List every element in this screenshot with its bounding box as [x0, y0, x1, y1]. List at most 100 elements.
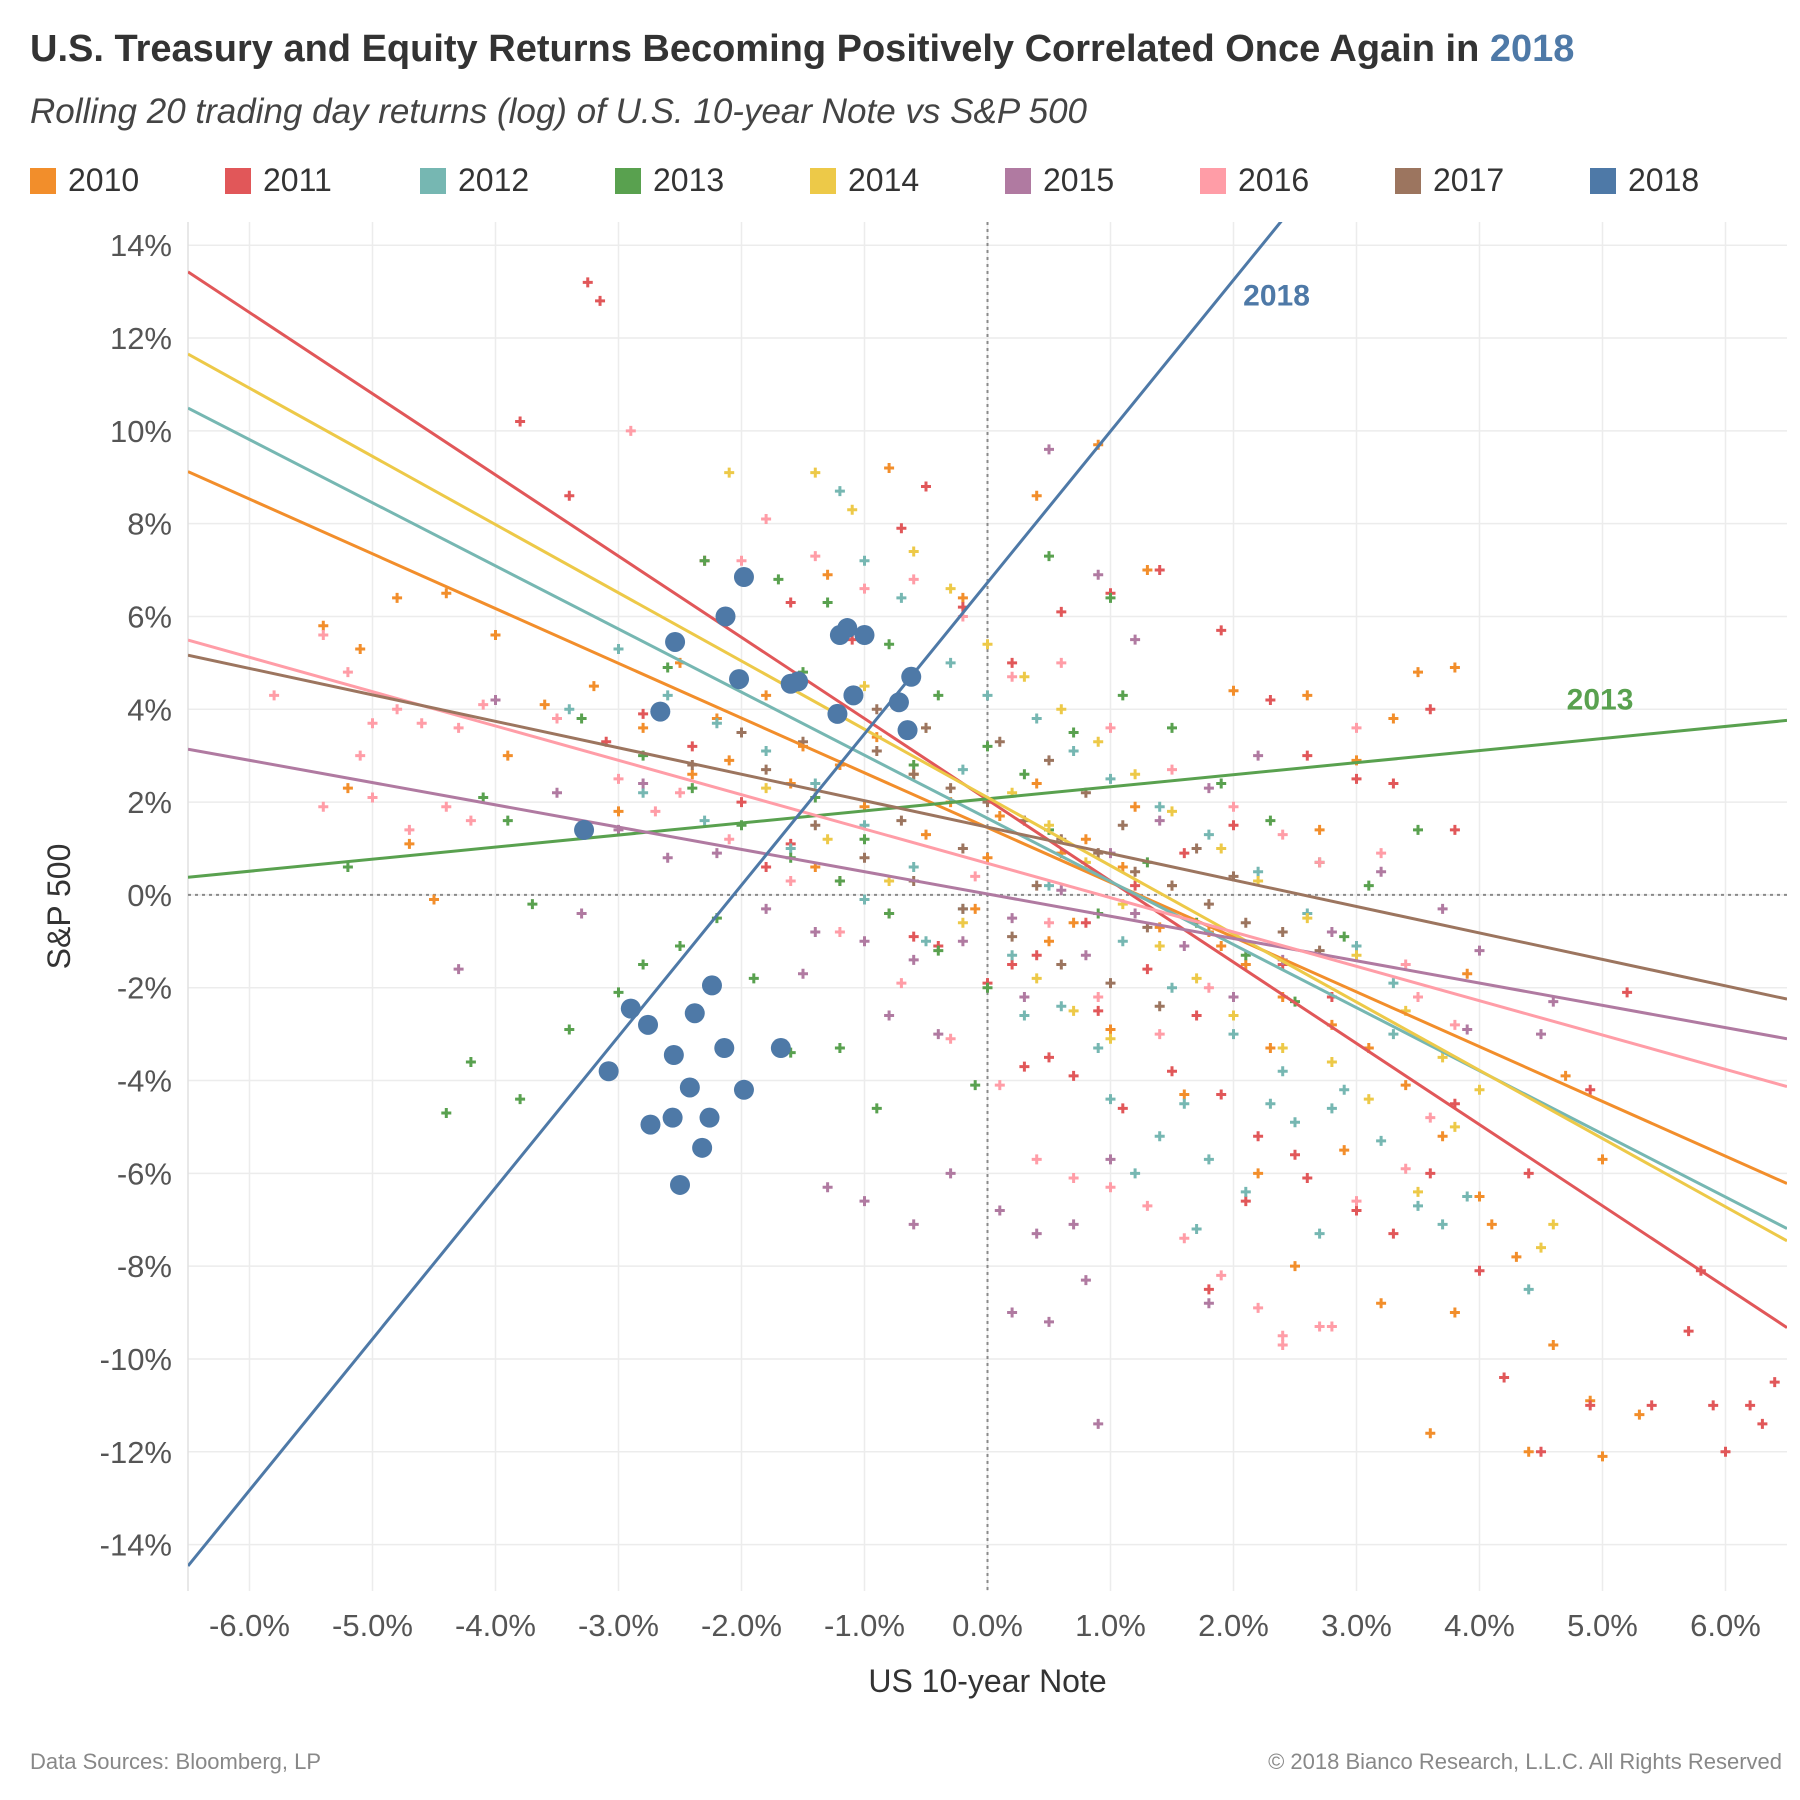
data-point-highlight — [888, 692, 909, 713]
data-point — [1093, 736, 1104, 747]
data-point-highlight — [574, 819, 595, 840]
data-point — [1314, 1228, 1325, 1239]
legend-item-2015[interactable]: 2015 — [1005, 162, 1114, 199]
data-point-highlight — [701, 975, 722, 996]
data-point — [1191, 1010, 1202, 1021]
data-point — [1179, 940, 1190, 951]
data-point — [1031, 490, 1042, 501]
data-point — [1203, 1284, 1214, 1295]
data-point — [1449, 824, 1460, 835]
data-point — [1302, 750, 1313, 761]
data-point — [785, 843, 796, 854]
data-point — [453, 722, 464, 733]
plot-area — [188, 222, 1787, 1567]
data-point — [724, 467, 735, 478]
legend-item-2018[interactable]: 2018 — [1590, 162, 1699, 199]
data-point — [1093, 569, 1104, 580]
legend-item-2017[interactable]: 2017 — [1395, 162, 1504, 199]
data-point — [1351, 773, 1362, 784]
legend-item-2011[interactable]: 2011 — [225, 162, 332, 199]
data-point — [1683, 1326, 1694, 1337]
data-point — [773, 574, 784, 585]
data-point — [1302, 913, 1313, 924]
trend-line-2015 — [188, 747, 1787, 1041]
legend-item-2010[interactable]: 2010 — [30, 162, 139, 199]
data-point — [884, 908, 895, 919]
data-point — [1326, 1103, 1337, 1114]
data-point-highlight — [620, 998, 641, 1019]
data-point — [1277, 829, 1288, 840]
data-point — [945, 1033, 956, 1044]
data-point — [613, 806, 624, 817]
data-point — [1425, 1168, 1436, 1179]
data-point — [1216, 940, 1227, 951]
x-tick-label: -4.0% — [455, 1608, 536, 1643]
data-point — [1080, 917, 1091, 928]
data-point — [1093, 1418, 1104, 1429]
data-point — [761, 514, 772, 525]
y-tick-label: -4% — [117, 1064, 172, 1099]
data-point — [1548, 1340, 1559, 1351]
data-point — [748, 973, 759, 984]
data-point — [1130, 801, 1141, 812]
data-point — [1019, 769, 1030, 780]
data-point — [884, 1010, 895, 1021]
legend-label: 2016 — [1238, 162, 1310, 198]
data-point — [761, 862, 772, 873]
x-tick-label: 2.0% — [1198, 1608, 1269, 1643]
data-point — [921, 481, 931, 492]
data-point — [982, 690, 993, 701]
data-point — [552, 713, 562, 724]
data-point-highlight — [692, 1137, 713, 1158]
legend-item-2016[interactable]: 2016 — [1200, 162, 1309, 199]
data-point — [662, 852, 673, 863]
data-point — [416, 718, 427, 729]
data-point — [1646, 1400, 1657, 1411]
data-point — [1449, 662, 1460, 673]
y-tick-label: -12% — [100, 1435, 172, 1470]
data-point — [478, 699, 489, 710]
data-point — [1265, 1098, 1276, 1109]
data-point — [1093, 1043, 1104, 1054]
y-axis-title: S&P 500 — [41, 844, 77, 970]
data-point — [1130, 634, 1141, 645]
data-point — [564, 490, 575, 501]
data-point — [675, 940, 685, 951]
data-point — [1265, 815, 1276, 826]
trend-line-2014 — [188, 352, 1787, 1243]
data-point — [957, 592, 968, 603]
x-axis-title: US 10-year Note — [868, 1663, 1106, 1699]
data-point — [1536, 1242, 1546, 1253]
data-point-highlight — [663, 1045, 684, 1066]
data-point — [834, 927, 845, 938]
data-point — [1228, 820, 1239, 831]
data-point — [1253, 866, 1264, 877]
data-point — [1290, 1149, 1300, 1160]
y-tick-label: 0% — [127, 878, 172, 913]
legend-item-2013[interactable]: 2013 — [615, 162, 724, 199]
legend-item-2014[interactable]: 2014 — [810, 162, 919, 199]
data-point — [576, 908, 587, 919]
data-point — [1277, 1330, 1288, 1341]
data-point — [441, 801, 452, 812]
data-point — [982, 741, 993, 752]
data-point — [1536, 1446, 1546, 1457]
data-point — [1314, 1321, 1325, 1332]
data-point-highlight — [665, 631, 686, 652]
data-point — [834, 486, 845, 497]
data-point — [1240, 1186, 1251, 1197]
data-point — [1117, 862, 1128, 873]
data-point — [1068, 1070, 1079, 1081]
data-point — [1080, 834, 1091, 845]
data-source-note: Data Sources: Bloomberg, LP — [30, 1749, 322, 1774]
data-point — [822, 1182, 833, 1193]
trend-line-label-2013: 2013 — [1567, 683, 1634, 716]
data-point — [908, 769, 919, 780]
data-point — [1523, 1168, 1534, 1179]
data-point — [1253, 1168, 1264, 1179]
data-point-highlight — [638, 1014, 659, 1035]
data-point — [527, 899, 538, 910]
data-point — [1179, 1089, 1190, 1100]
data-point — [1031, 713, 1042, 724]
legend-item-2012[interactable]: 2012 — [420, 162, 529, 199]
